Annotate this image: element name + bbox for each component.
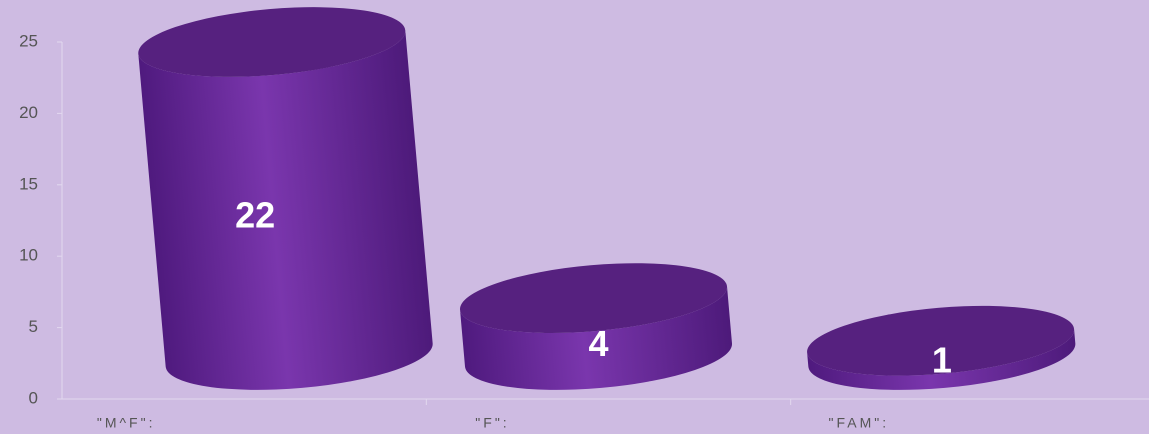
cylinder [807, 305, 1076, 390]
y-tick-label: 15 [19, 174, 38, 193]
bar-top [138, 7, 406, 77]
cylinder [138, 7, 433, 390]
y-tick-label: 0 [29, 388, 38, 407]
bar-top [807, 305, 1075, 376]
value-label: 1 [932, 339, 952, 380]
y-tick-label: 25 [19, 31, 38, 50]
y-tick-label: 5 [29, 317, 38, 336]
y-tick-label: 10 [19, 246, 38, 265]
x-tick-label: "M^F": [97, 415, 156, 431]
bar [138, 30, 433, 390]
value-label: 4 [588, 323, 608, 364]
bar-top [460, 263, 728, 333]
value-label: 22 [235, 194, 275, 235]
cylinder [460, 263, 732, 390]
y-tick-label: 20 [19, 103, 38, 122]
x-tick-label: "FAM": [829, 415, 890, 431]
bar [807, 329, 1076, 390]
x-tick-label: "F": [475, 415, 509, 431]
bar [460, 286, 732, 390]
